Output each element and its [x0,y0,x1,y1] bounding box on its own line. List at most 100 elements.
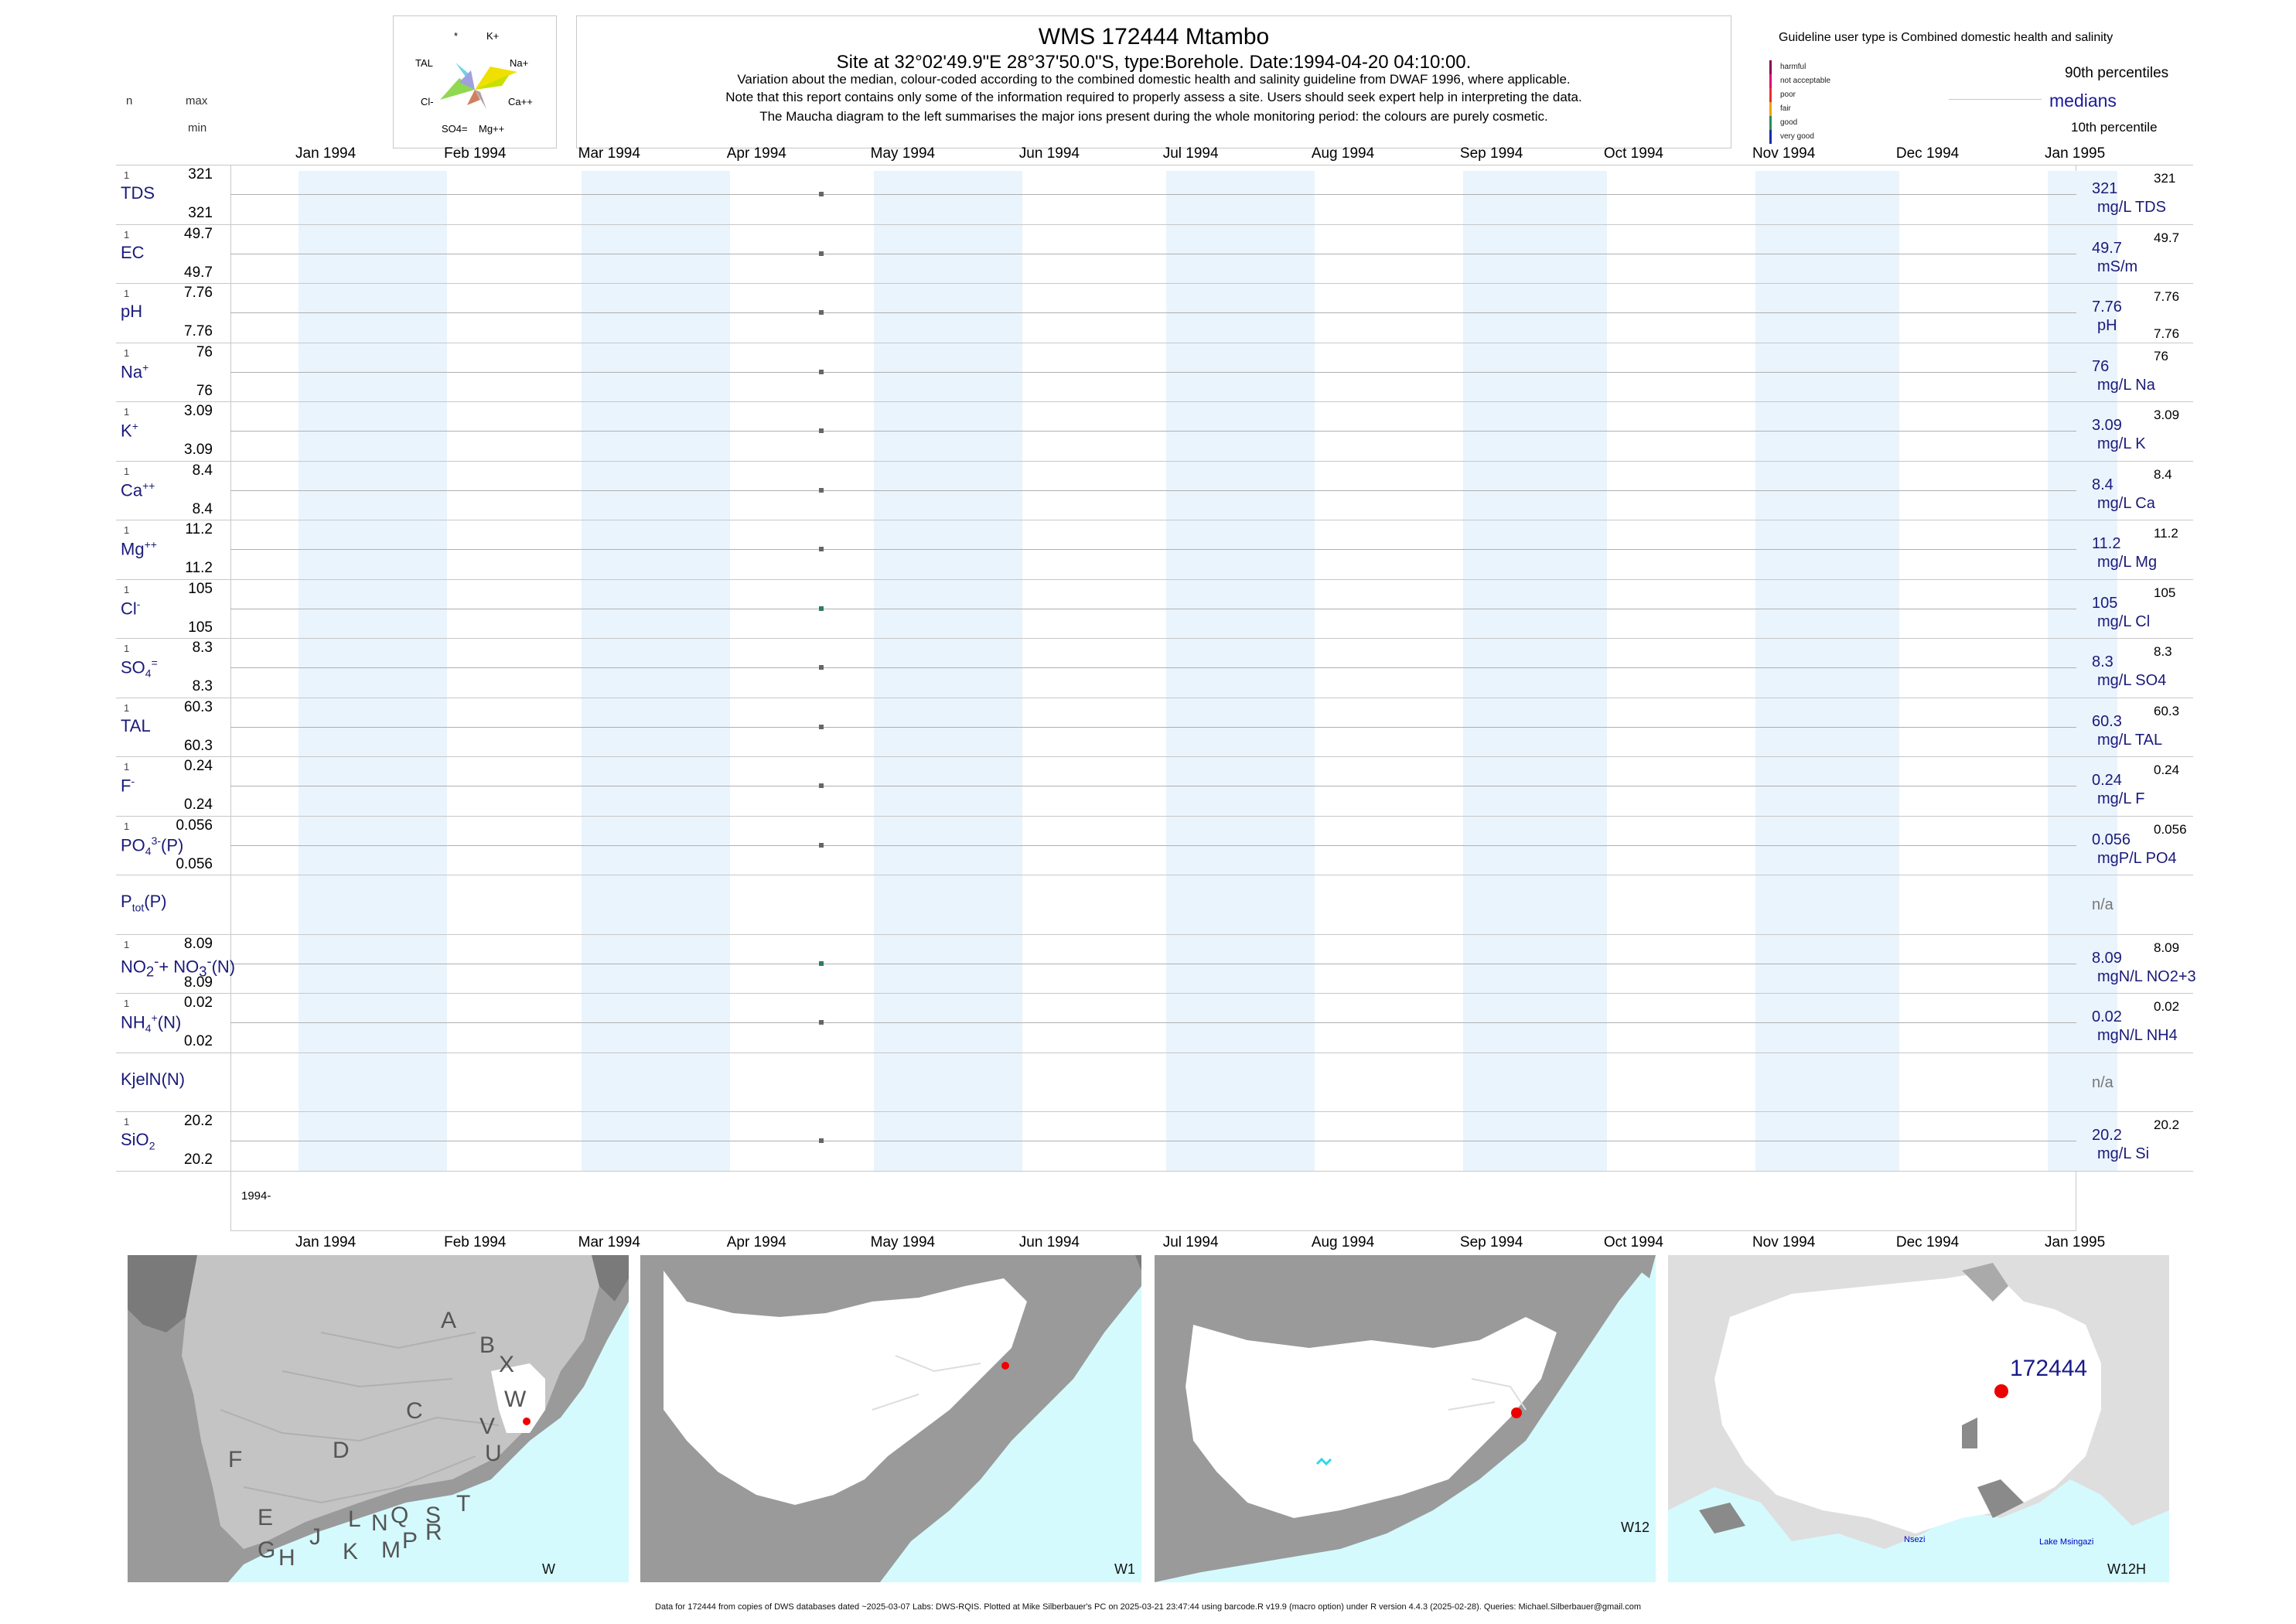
max-value: 0.24 [184,758,213,774]
catchment-letter: U [485,1441,502,1466]
month-label-top: Aug 1994 [1311,145,1375,162]
data-point [818,606,824,611]
min-value: 11.2 [185,560,213,576]
month-label-top: Jun 1994 [1018,145,1080,162]
maucha-sector-so4 [467,90,480,105]
map-w-label: W [542,1561,555,1577]
p90-value: 7.76 [2154,289,2180,304]
n-header: n [126,94,133,107]
note-line-2: Note that this report contains only some… [725,90,1582,104]
maucha-sector-mg [475,90,486,109]
legend-label: good [1780,118,1798,127]
parameter-label: Cl- [121,597,141,618]
maucha-label: Ca++ [508,96,533,107]
maucha-label: Mg++ [479,123,504,135]
site-marker-w1 [1001,1362,1009,1370]
row-separator [116,756,2193,757]
median-line [230,726,2076,728]
catchment-letter: J [309,1524,321,1550]
catchment-letter: F [228,1447,243,1472]
unit-label: mgN/L NH4 [2097,1027,2178,1044]
max-value: 8.09 [184,935,213,952]
maucha-label: TAL [415,57,433,69]
median-value: 60.3 [2092,712,2122,730]
unit-label: mgP/L PO4 [2097,849,2177,867]
min-value: 60.3 [184,737,213,754]
max-value: 11.2 [185,521,213,537]
p90-value: 8.3 [2154,644,2172,659]
min-value: 3.09 [184,442,213,458]
map-w12h-label: W12H [2107,1561,2146,1577]
median-line [230,194,2076,196]
catchment-letter: C [406,1398,423,1424]
data-point [818,369,824,374]
max-value: 0.02 [184,995,213,1011]
min-value: 0.02 [184,1033,213,1049]
median-value: n/a [2092,1073,2113,1091]
title-box: WMS 172444 Mtambo Site at 32°02'49.9"E 2… [576,15,1731,148]
legend-swatch-very-good [1769,130,1772,144]
guideline-title: Guideline user type is Combined domestic… [1779,31,2113,44]
catchment-letter: Q [391,1503,409,1528]
month-label-top: Jul 1994 [1162,145,1219,162]
month-label-top: May 1994 [870,145,936,162]
catchment-letter: H [278,1545,295,1571]
month-band [873,171,1022,1171]
year-label: 1994- [241,1189,271,1203]
p10-label: 10th percentile [2071,120,2158,135]
min-value: 7.76 [184,323,213,339]
p90-value: 0.02 [2154,999,2180,1014]
legend-label: not acceptable [1780,77,1831,85]
parameter-label: Ptot(P) [121,892,167,914]
sample-count: 1 [124,288,130,299]
legend-label: very good [1780,132,1814,141]
catchment-letter: R [425,1520,442,1545]
unit-label: pH [2097,317,2117,334]
min-value: 321 [188,205,213,221]
map-w12h-svg [1668,1255,2169,1582]
data-point [818,428,824,434]
medians-label: medians [2049,90,2117,111]
unit-label: mg/L Ca [2097,494,2155,512]
median-value: 20.2 [2092,1127,2122,1144]
p90-value: 8.09 [2154,940,2180,955]
sample-count: 1 [124,583,130,595]
parameter-label: SiO2 [121,1130,155,1152]
month-label-bottom: Jan 1994 [295,1233,357,1250]
data-point [818,960,824,966]
month-label-top: Sep 1994 [1459,145,1523,162]
month-label-bottom: Aug 1994 [1311,1233,1375,1250]
row-separator [116,815,2193,817]
data-point [818,1020,824,1025]
month-label-top: Feb 1994 [444,145,507,162]
month-label-top: Apr 1994 [726,145,786,162]
note-line-3: The Maucha diagram to the left summarise… [759,109,1548,124]
month-label-bottom: Sep 1994 [1459,1233,1523,1250]
month-label-bottom: Jul 1994 [1162,1233,1219,1250]
maucha-svg: * K+ TAL Na+ Cl- Ca++ SO4= Mg++ [415,30,533,135]
month-label-bottom: Dec 1994 [1895,1233,1960,1250]
data-point [818,665,824,670]
median-line [230,371,2076,373]
unit-label: mg/L Si [2097,1145,2150,1162]
parameter-label: KjelN(N) [121,1069,186,1089]
sample-count: 1 [124,761,130,773]
sample-count: 1 [124,228,130,241]
unit-label: mg/L TAL [2097,731,2163,749]
min-value: 49.7 [184,264,213,281]
median-line [230,844,2076,846]
maucha-label: Cl- [421,96,434,107]
sample-count: 1 [124,998,130,1009]
maucha-label: SO4= [442,123,468,135]
legend-swatch-poor [1769,88,1772,102]
sample-count: 1 [124,701,130,714]
month-label-bottom: Nov 1994 [1752,1233,1816,1250]
median-value: 321 [2092,180,2118,197]
p90-value: 3.09 [2154,408,2180,422]
map-w1-svg [640,1255,1141,1582]
parameter-label: TDS [121,183,155,203]
legend-label: fair [1780,104,1791,113]
month-band [2048,171,2117,1171]
map-w1: W1 [640,1255,1141,1582]
